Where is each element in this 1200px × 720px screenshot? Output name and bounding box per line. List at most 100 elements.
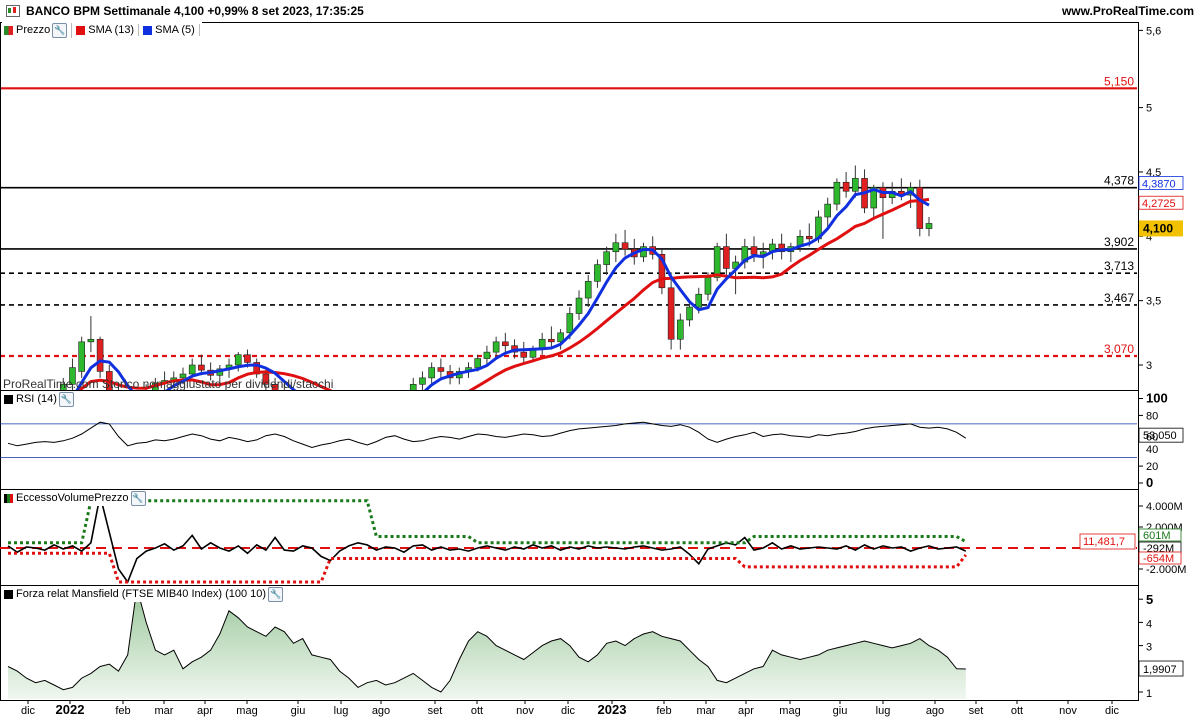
price-y-tick-label: 4,5 bbox=[1146, 167, 1161, 179]
price-y-tick-label: 3 bbox=[1146, 360, 1152, 372]
candle-up bbox=[373, 416, 379, 422]
candle-down bbox=[842, 181, 850, 192]
x-tick-label: ott bbox=[471, 705, 483, 717]
rsi-y-tick-label: 100 bbox=[1146, 391, 1168, 406]
candle-up bbox=[134, 397, 140, 410]
candle-up bbox=[677, 319, 684, 340]
candle-up bbox=[355, 429, 361, 434]
mansfield-y-tick-label: 5 bbox=[1146, 592, 1153, 607]
price-tag-label: 4,3870 bbox=[1142, 178, 1176, 190]
candle-up bbox=[419, 377, 426, 385]
legend-sma13-label: SMA (13) bbox=[88, 24, 135, 36]
candle-up bbox=[78, 341, 85, 372]
price-level-label: 5,150 bbox=[1104, 74, 1134, 88]
x-tick-label: 2022 bbox=[56, 702, 85, 717]
legend-sma5-label: SMA (5) bbox=[155, 24, 195, 36]
candle-up bbox=[392, 401, 398, 410]
candle-up bbox=[833, 181, 841, 205]
mansfield-swatch bbox=[4, 589, 13, 599]
candle-up bbox=[759, 251, 767, 255]
mansfield-legend[interactable]: Forza relat Mansfield (FTSE MIB40 Index)… bbox=[2, 586, 284, 602]
candle-down bbox=[291, 396, 297, 404]
mansfield-y-tick-label: 1 bbox=[1146, 688, 1152, 700]
price-level-label: 3,902 bbox=[1104, 235, 1134, 249]
site-link[interactable]: www.ProRealTime.com bbox=[1061, 4, 1194, 18]
candle-down bbox=[346, 432, 352, 435]
candle-up bbox=[409, 384, 417, 390]
candle-up bbox=[713, 246, 721, 278]
price-plot bbox=[1, 87, 1137, 435]
price-swatch bbox=[4, 25, 13, 35]
candle-down bbox=[621, 242, 629, 250]
x-tick-label: mag bbox=[779, 705, 800, 717]
volume-reference-label: 11,481,7 bbox=[1083, 536, 1125, 548]
volume-legend[interactable]: EccessoVolumePrezzo 🔧 bbox=[2, 490, 146, 506]
candle-up bbox=[33, 419, 39, 423]
candle-up bbox=[383, 410, 389, 416]
candle-down bbox=[309, 410, 315, 416]
watermark-text: ProRealTime.com Storico non aggiustato p… bbox=[3, 377, 333, 391]
price-tag-label: 4,2725 bbox=[1142, 198, 1176, 210]
x-tick-label: mag bbox=[236, 705, 257, 717]
wrench-icon[interactable]: 🔧 bbox=[52, 22, 68, 38]
chart-title: BANCO BPM Settimanale 4,100 +0,99% 8 set… bbox=[26, 4, 364, 18]
candle-down bbox=[805, 236, 813, 240]
legend-sma5[interactable]: SMA (5) bbox=[141, 24, 200, 36]
candle-down bbox=[667, 287, 675, 340]
candle-up bbox=[474, 358, 482, 368]
candle-up bbox=[870, 187, 878, 209]
volume-line-line bbox=[7, 495, 967, 584]
wrench-icon[interactable]: 🔧 bbox=[268, 586, 284, 602]
price-legend: Prezzo 🔧 SMA (13) SMA (5) bbox=[2, 22, 202, 38]
candle-down bbox=[318, 416, 324, 422]
candle-down bbox=[658, 254, 666, 289]
legend-price-label: Prezzo bbox=[16, 24, 51, 36]
volume-tag-label: -654M bbox=[1143, 553, 1174, 565]
candle-down bbox=[300, 404, 306, 410]
x-tick-label: 2023 bbox=[598, 702, 627, 717]
candle-up bbox=[612, 242, 620, 253]
instrument-icon bbox=[6, 5, 20, 17]
legend-sma13[interactable]: SMA (13) bbox=[74, 24, 140, 36]
mansfield-last-box bbox=[1138, 660, 1184, 677]
candle-up bbox=[42, 413, 48, 419]
mansfield-y-tick-label: 4 bbox=[1146, 618, 1152, 630]
candle-down bbox=[253, 362, 260, 375]
mansfield-area bbox=[8, 588, 966, 699]
candle-down bbox=[198, 364, 205, 371]
rsi-swatch bbox=[4, 394, 13, 404]
rsi-y-tick-label: 20 bbox=[1146, 461, 1158, 473]
candle-down bbox=[437, 367, 445, 372]
x-tick-label: giu bbox=[833, 705, 848, 717]
price-level-label: 3,467 bbox=[1104, 291, 1134, 305]
price-tag-box bbox=[1138, 195, 1184, 210]
price-y-tick-label: 3,5 bbox=[1146, 296, 1161, 308]
volume-reference-box bbox=[1079, 533, 1136, 550]
x-tick-label: apr bbox=[738, 705, 754, 717]
candle-down bbox=[281, 391, 287, 396]
candle-down bbox=[116, 391, 122, 417]
candle-down bbox=[723, 246, 730, 269]
price-level-label: 3,713 bbox=[1104, 259, 1134, 273]
price-y-tick-label: 5,6 bbox=[1146, 25, 1161, 37]
candle-down bbox=[502, 341, 509, 346]
volume-y-tick-label: 4.000M bbox=[1146, 501, 1183, 513]
rsi-legend[interactable]: RSI (14) 🔧 bbox=[2, 391, 74, 407]
wrench-icon[interactable]: 🔧 bbox=[130, 490, 146, 506]
candle-down bbox=[916, 187, 924, 229]
candle-up bbox=[695, 293, 703, 308]
wrench-icon[interactable]: 🔧 bbox=[58, 391, 74, 407]
x-tick-label: dic bbox=[1105, 705, 1120, 717]
x-tick-label: mar bbox=[155, 705, 174, 717]
candle-up bbox=[51, 406, 57, 412]
x-tick-label: lug bbox=[334, 705, 349, 717]
candle-down bbox=[750, 246, 758, 255]
candle-up bbox=[824, 203, 831, 218]
candle-up bbox=[401, 393, 407, 401]
x-tick-label: feb bbox=[656, 705, 671, 717]
price-level-label: 4,378 bbox=[1104, 174, 1134, 188]
legend-price[interactable]: Prezzo 🔧 bbox=[2, 22, 73, 38]
panel-frame bbox=[0, 489, 1139, 586]
candle-down bbox=[244, 354, 251, 363]
price-y-tick-label: 4 bbox=[1146, 231, 1152, 243]
